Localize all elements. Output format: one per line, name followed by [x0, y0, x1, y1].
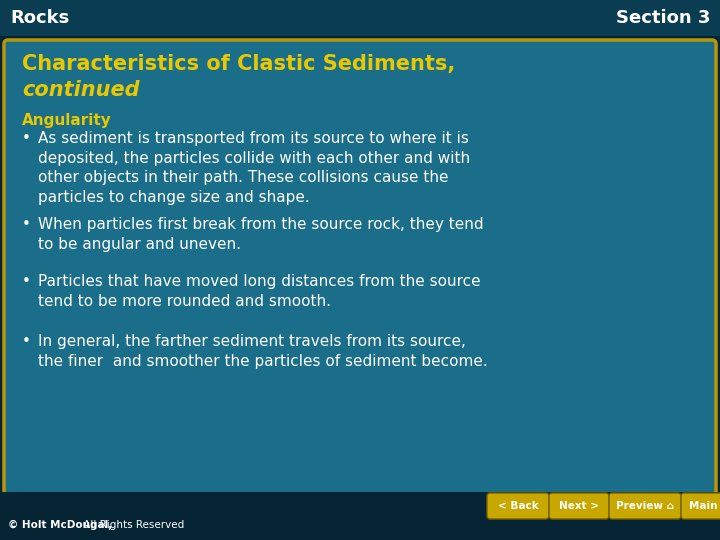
Text: < Back: < Back: [498, 501, 539, 511]
FancyBboxPatch shape: [681, 493, 720, 519]
FancyBboxPatch shape: [609, 493, 681, 519]
Text: Section 3: Section 3: [616, 9, 710, 27]
Text: When particles first break from the source rock, they tend
to be angular and une: When particles first break from the sour…: [38, 217, 484, 252]
Text: Next >: Next >: [559, 501, 599, 511]
FancyBboxPatch shape: [549, 493, 609, 519]
Text: © Holt McDougal,: © Holt McDougal,: [8, 520, 112, 530]
Text: Rocks: Rocks: [10, 9, 69, 27]
Text: Angularity: Angularity: [22, 113, 112, 128]
Text: In general, the farther sediment travels from its source,
the finer  and smoothe: In general, the farther sediment travels…: [38, 334, 487, 369]
Text: •: •: [22, 131, 31, 146]
Text: Characteristics of Clastic Sediments,: Characteristics of Clastic Sediments,: [22, 54, 455, 74]
Text: continued: continued: [22, 80, 140, 100]
Text: Particles that have moved long distances from the source
tend to be more rounded: Particles that have moved long distances…: [38, 274, 481, 308]
Text: •: •: [22, 217, 31, 232]
Text: Preview ⌂: Preview ⌂: [616, 501, 674, 511]
FancyBboxPatch shape: [487, 493, 549, 519]
FancyBboxPatch shape: [4, 40, 716, 496]
Bar: [0, 492, 720, 540]
Text: •: •: [22, 274, 31, 289]
Text: •: •: [22, 334, 31, 349]
Text: As sediment is transported from its source to where it is
deposited, the particl: As sediment is transported from its sour…: [38, 131, 470, 205]
Bar: [0, 0, 720, 36]
Text: Main ⌂: Main ⌂: [689, 501, 720, 511]
Text: All Rights Reserved: All Rights Reserved: [80, 520, 184, 530]
